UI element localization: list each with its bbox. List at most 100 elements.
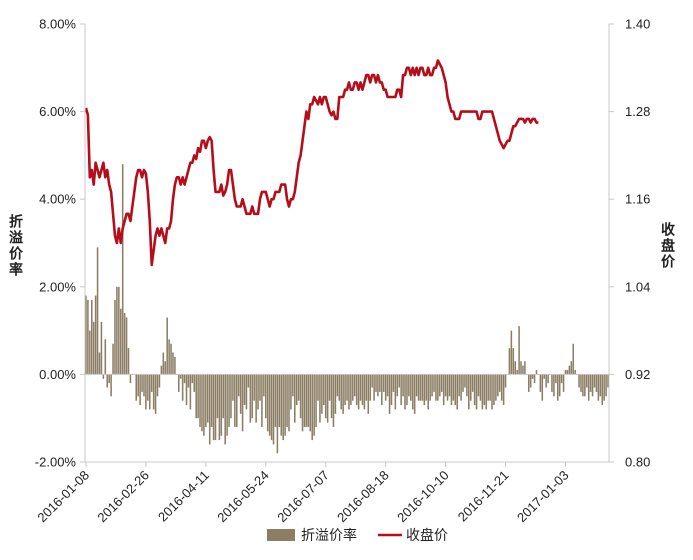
premium-rate-bar — [446, 374, 449, 401]
premium-rate-bar — [386, 374, 389, 397]
premium-rate-bar — [303, 374, 306, 427]
premium-rate-bar — [179, 374, 182, 379]
premium-rate-bar — [230, 374, 232, 419]
premium-rate-bar — [529, 374, 532, 388]
premium-rate-bar — [164, 361, 167, 375]
premium-rate-bar — [89, 330, 91, 375]
premium-rate-bar — [158, 374, 161, 388]
premium-rate-bar — [102, 374, 105, 379]
premium-rate-bar — [388, 374, 391, 414]
premium-rate-bar — [497, 374, 499, 397]
premium-rate-bar — [226, 374, 228, 436]
y-right-tick-label: 1.04 — [625, 279, 650, 294]
x-tick-label: 2016-10-10 — [394, 468, 452, 526]
premium-rate-bar — [597, 374, 600, 401]
y-right-tick-label: 0.92 — [625, 367, 650, 382]
premium-rate-bar — [181, 374, 184, 401]
premium-rate-bar — [410, 374, 412, 401]
premium-rate-bar — [437, 374, 439, 401]
premium-rate-bar — [520, 361, 522, 375]
premium-rate-bar — [541, 374, 544, 401]
premium-rate-bar — [108, 374, 110, 384]
premium-rate-bar — [268, 374, 271, 436]
premium-rate-bar — [340, 374, 342, 410]
premium-rate-bar — [259, 374, 261, 401]
premium-rate-bar — [201, 374, 203, 432]
legend-swatch-premium-rate — [267, 529, 295, 541]
premium-rate-bar — [394, 374, 397, 410]
premium-rate-bar — [309, 374, 312, 432]
premium-rate-bar — [342, 374, 344, 414]
premium-rate-bar — [595, 374, 598, 392]
premium-rate-bar — [284, 374, 286, 436]
premium-rate-bar — [574, 370, 576, 375]
premium-rate-bar — [485, 374, 487, 410]
premium-rate-bar — [547, 374, 549, 384]
premium-rate-bar — [313, 374, 315, 436]
premium-rate-bar — [170, 343, 172, 375]
premium-rate-bar — [357, 374, 360, 410]
premium-rate-bar — [367, 374, 370, 414]
premium-rate-bar — [288, 374, 290, 432]
premium-rate-bar — [92, 321, 95, 375]
premium-rate-bar — [587, 374, 590, 401]
premium-rate-bar — [593, 374, 596, 388]
y-right-tick-label: 1.28 — [625, 104, 650, 119]
premium-rate-bar — [290, 374, 292, 410]
y-left-tick-label: 8.00% — [39, 17, 76, 32]
premium-rate-bar — [564, 370, 567, 375]
premium-rate-bar — [207, 374, 209, 423]
premium-rate-bar — [162, 352, 165, 375]
premium-rate-bar — [222, 374, 225, 419]
premium-rate-bar — [415, 374, 418, 397]
premium-rate-bar — [466, 374, 468, 397]
premium-rate-bar — [274, 374, 277, 427]
premium-rate-bar — [234, 374, 236, 427]
premium-rate-bar — [450, 374, 453, 406]
premium-rate-bar — [352, 374, 354, 401]
premium-rate-bar — [580, 374, 582, 392]
premium-rate-bar — [265, 374, 267, 419]
premium-rate-bar — [174, 356, 176, 375]
premium-rate-bar — [299, 374, 302, 419]
premium-rate-bar — [603, 374, 605, 401]
premium-rate-bar — [425, 374, 428, 401]
premium-rate-bar — [440, 374, 443, 392]
premium-rate-bar — [568, 365, 571, 375]
legend-label-close-price: 收盘价 — [406, 527, 448, 543]
premium-rate-bar — [129, 374, 132, 384]
premium-rate-bar — [551, 374, 553, 392]
premium-rate-bar — [141, 374, 143, 392]
premium-rate-bar — [307, 374, 310, 427]
premium-rate-bar — [555, 374, 557, 384]
x-tick-label: 2016-04-11 — [155, 468, 212, 525]
premium-rate-bar — [160, 365, 163, 375]
premium-rate-bar — [535, 370, 538, 375]
premium-rate-bar — [125, 317, 128, 375]
premium-rate-bar — [280, 374, 283, 436]
premium-rate-bar — [286, 374, 288, 427]
premium-rate-bar — [243, 374, 246, 406]
premium-rate-bar — [295, 374, 298, 406]
premium-rate-bar — [253, 374, 255, 401]
premium-rate-bar — [375, 374, 377, 392]
x-tick-label: 2016-05-24 — [214, 468, 272, 526]
premium-rate-bar — [330, 374, 333, 419]
premium-rate-bar — [319, 374, 321, 423]
premium-rate-bar — [166, 317, 168, 375]
premium-rate-bar — [104, 339, 107, 375]
premium-rate-bar — [481, 374, 484, 410]
premium-rate-bar — [276, 374, 279, 454]
premium-rate-bar — [338, 374, 341, 401]
premium-rate-bar — [382, 374, 385, 392]
premium-rate-bar — [452, 374, 455, 401]
premium-rate-bar — [251, 374, 254, 419]
premium-rate-bar — [516, 370, 518, 375]
premium-rate-bar — [477, 374, 480, 397]
premium-rate-bar — [448, 374, 451, 397]
y-right-tick-label: 1.40 — [625, 17, 650, 32]
premium-rate-bar — [145, 374, 147, 410]
premium-rate-bar — [203, 374, 205, 436]
x-axis: 2016-01-08 2016-02-26 2016-04-11 2016-05-24… — [34, 462, 572, 526]
